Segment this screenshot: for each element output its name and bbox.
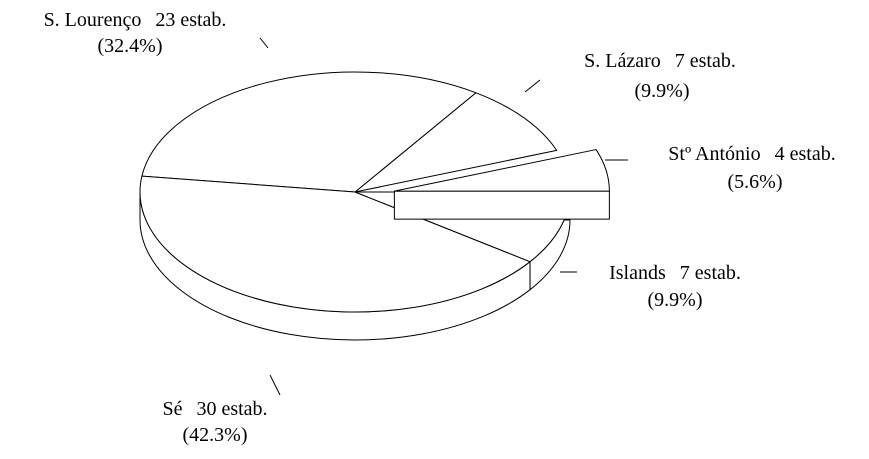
category-name: S. Lázaro: [584, 50, 661, 72]
pie-slice: [393, 149, 610, 192]
leader-line: [259, 37, 269, 49]
slice-label: Islands 7 estab.: [609, 262, 741, 284]
percentage-label: (5.6%): [728, 171, 783, 193]
value-label: 30 estab.: [196, 398, 267, 420]
pie: [139, 71, 610, 341]
percentage-label: (32.4%): [98, 35, 163, 57]
slice-label: Stº António 4 estab.: [668, 143, 835, 165]
value-label: 23 estab.: [155, 9, 226, 31]
pie-slice: [141, 71, 477, 193]
leader-line: [269, 374, 281, 396]
slice-label: Sé 30 estab.: [162, 398, 267, 420]
value-label: 4 estab.: [775, 143, 836, 165]
category-name: Stº António: [668, 143, 760, 165]
category-name: Islands: [609, 262, 666, 284]
percentage-label: (9.9%): [648, 289, 703, 311]
leader-line: [524, 79, 541, 93]
pie-edge: [393, 190, 610, 220]
category-name: S. Lourenço: [44, 9, 142, 31]
percentage-label: (9.9%): [635, 80, 690, 102]
slice-label: S. Lázaro 7 estab.: [584, 50, 736, 72]
slice-label: S. Lourenço 23 estab.: [44, 9, 227, 31]
value-label: 7 estab.: [675, 50, 736, 72]
labels: Stº António 4 estab. (5.6%) S. Lázaro 7 esta…: [44, 9, 836, 446]
percentage-label: (42.3%): [183, 424, 248, 446]
category-name: Sé: [162, 398, 182, 420]
value-label: 7 estab.: [680, 262, 741, 284]
pie-slice: [139, 175, 531, 313]
pie-slice: [354, 92, 558, 193]
